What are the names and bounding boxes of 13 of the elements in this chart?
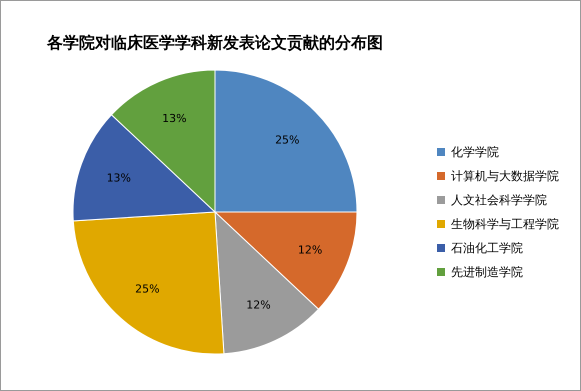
data-label: 13% [162,112,187,126]
data-label: 12% [298,244,322,257]
legend-label: 先进制造学院 [451,265,523,279]
legend-label: 计算机与大数据学院 [451,169,559,183]
legend-label: 石油化工学院 [451,241,523,255]
legend-label: 人文社会科学学院 [451,193,547,207]
data-label: 25% [135,282,160,296]
data-label: 12% [246,298,271,312]
legend-label: 化学学院 [451,145,499,159]
legend-label: 生物科学与工程学院 [451,217,559,231]
data-label: 25% [275,134,300,147]
data-label: 13% [106,171,132,184]
chart-title: 各学院对临床医学学科新发表论文贡献的分布图 [46,33,383,52]
